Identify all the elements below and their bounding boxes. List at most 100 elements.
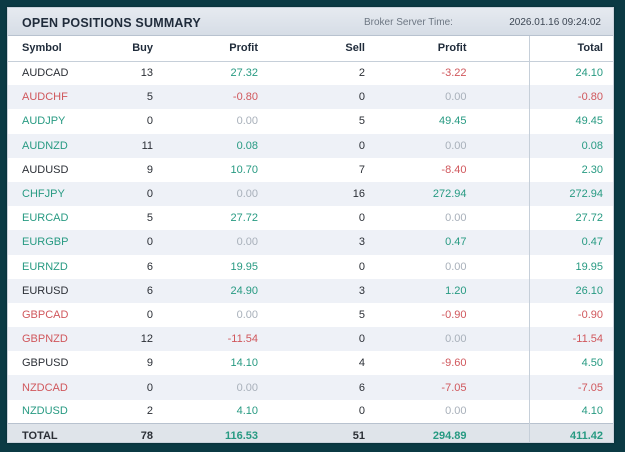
positions-body: AUDCAD 13 27.32 2 -3.22 24.10 AUDCHF 5 -0.80 0 0.0… [8, 61, 613, 424]
cell-sell: 3 [262, 278, 371, 303]
cell-symbol: EURUSD [8, 278, 104, 303]
cell-total: 27.72 [528, 206, 613, 231]
server-time-label: Broker Server Time: [364, 17, 453, 28]
totals-sell: 51 [262, 423, 371, 442]
column-header-buy: Buy [104, 36, 159, 62]
cell-buy: 13 [140, 67, 153, 80]
cell-buy-profit: 4.10 [236, 405, 258, 418]
cell-symbol: AUDCHF [8, 85, 104, 110]
cell-buy-profit: 24.90 [159, 278, 262, 303]
cell-buy-profit: 27.72 [230, 212, 258, 225]
cell-total: 0.08 [528, 133, 613, 158]
cell-sell: 0 [262, 133, 371, 158]
cell-symbol: GBPUSD [22, 357, 69, 370]
cell-buy-profit: 0.00 [236, 308, 258, 321]
cell-symbol: EURGBP [8, 230, 104, 255]
totals-label: TOTAL [8, 423, 104, 442]
cell-buy: 0 [104, 375, 159, 400]
table-row: CHFJPY 0 0.00 16 272.94 272.94 [8, 181, 613, 207]
cell-buy-profit: 14.10 [230, 357, 258, 370]
totals-sell-profit: 294.89 [371, 423, 529, 442]
column-header-total: Total [528, 36, 613, 62]
cell-buy-profit: 0.00 [236, 115, 258, 128]
cell-sell: 16 [262, 181, 371, 207]
cell-sell: 6 [262, 375, 371, 400]
cell-total: 26.10 [528, 278, 613, 303]
table-row: AUDJPY 0 0.00 5 49.45 49.45 [8, 109, 613, 134]
cell-sell-profit: 1.20 [371, 278, 529, 303]
cell-buy: 0 [146, 308, 153, 321]
cell-buy: 9 [146, 357, 153, 370]
table-row: EURNZD 6 19.95 0 0.00 19.95 [8, 254, 613, 279]
table-row: EURGBP 0 0.00 3 0.47 0.47 [8, 230, 613, 255]
cell-sell-profit: 0.00 [371, 85, 529, 110]
cell-sell: 5 [358, 115, 365, 128]
cell-sell-profit: -0.90 [441, 308, 467, 321]
table-row: EURCAD 5 27.72 0 0.00 27.72 [8, 206, 613, 231]
cell-sell: 7 [358, 163, 365, 176]
cell-buy: 0 [146, 115, 153, 128]
table-row: NZDUSD 2 4.10 0 0.00 4.10 [8, 399, 613, 424]
cell-total: -0.90 [528, 302, 613, 328]
cell-total: 49.45 [528, 109, 613, 134]
cell-sell: 5 [358, 308, 365, 321]
table-row: AUDCHF 5 -0.80 0 0.00 -0.80 [8, 85, 613, 110]
server-time-value: 2026.01.16 09:24:02 [509, 17, 601, 28]
cell-buy-profit: 0.00 [159, 181, 262, 207]
cell-sell-profit: -7.05 [371, 375, 529, 400]
cell-sell-profit: 0.00 [445, 260, 467, 273]
cell-sell-profit: 0.47 [371, 230, 529, 255]
cell-total: 4.50 [528, 351, 613, 376]
table-row: GBPCAD 0 0.00 5 -0.90 -0.90 [8, 302, 613, 328]
cell-sell-profit: -8.40 [441, 163, 467, 176]
cell-total: 2.30 [528, 157, 613, 182]
cell-buy: 9 [146, 163, 153, 176]
table-row: GBPUSD 9 14.10 4 -9.60 4.50 [8, 351, 613, 376]
cell-symbol: GBPCAD [22, 308, 69, 321]
cell-sell-profit: 0.00 [445, 405, 467, 418]
cell-total: 0.47 [528, 230, 613, 255]
cell-buy: 5 [104, 85, 159, 110]
cell-total: -0.80 [528, 85, 613, 110]
cell-symbol: NZDUSD [22, 405, 68, 418]
cell-symbol: AUDCAD [22, 67, 69, 80]
totals-buy: 78 [104, 423, 159, 442]
cell-symbol: GBPNZD [8, 327, 104, 352]
cell-buy: 0 [104, 181, 159, 207]
cell-sell-profit: -9.60 [441, 357, 467, 370]
cell-buy-profit: 19.95 [230, 260, 258, 273]
cell-buy-profit: 27.32 [230, 67, 258, 80]
cell-buy-profit: -0.80 [159, 85, 262, 110]
cell-buy: 2 [146, 405, 153, 418]
cell-sell: 3 [262, 230, 371, 255]
cell-sell-profit: 0.00 [445, 212, 467, 225]
cell-symbol: AUDNZD [8, 133, 104, 158]
cell-sell: 0 [262, 85, 371, 110]
cell-buy: 6 [146, 260, 153, 273]
panel-title: OPEN POSITIONS SUMMARY [22, 16, 201, 30]
totals-row: TOTAL 78 116.53 51 294.89 411.42 [8, 423, 613, 442]
cell-buy: 5 [146, 212, 153, 225]
cell-total: 19.95 [528, 254, 613, 279]
cell-sell-profit: -3.22 [441, 67, 467, 80]
cell-total: 272.94 [528, 181, 613, 207]
cell-sell: 0 [262, 327, 371, 352]
cell-sell-profit: 272.94 [371, 181, 529, 207]
column-header-sell: Sell [262, 36, 371, 62]
table-row: NZDCAD 0 0.00 6 -7.05 -7.05 [8, 375, 613, 400]
cell-buy: 0 [104, 230, 159, 255]
table-row: GBPNZD 12 -11.54 0 0.00 -11.54 [8, 327, 613, 352]
cell-total: -11.54 [528, 327, 613, 352]
open-positions-panel: OPEN POSITIONS SUMMARY Broker Server Tim… [7, 7, 614, 443]
positions-table: Symbol Buy Profit Sell Profit Total AUDC… [8, 36, 613, 442]
cell-symbol: EURNZD [22, 260, 68, 273]
cell-buy-profit: 0.08 [159, 133, 262, 158]
cell-buy: 12 [104, 327, 159, 352]
cell-buy-profit: 0.00 [159, 230, 262, 255]
cell-sell: 0 [358, 260, 365, 273]
column-header-symbol: Symbol [8, 36, 104, 62]
column-header-sell-profit: Profit [371, 36, 529, 62]
table-row: AUDCAD 13 27.32 2 -3.22 24.10 [8, 61, 613, 86]
totals-total: 411.42 [528, 423, 613, 442]
cell-symbol: AUDJPY [22, 115, 66, 128]
